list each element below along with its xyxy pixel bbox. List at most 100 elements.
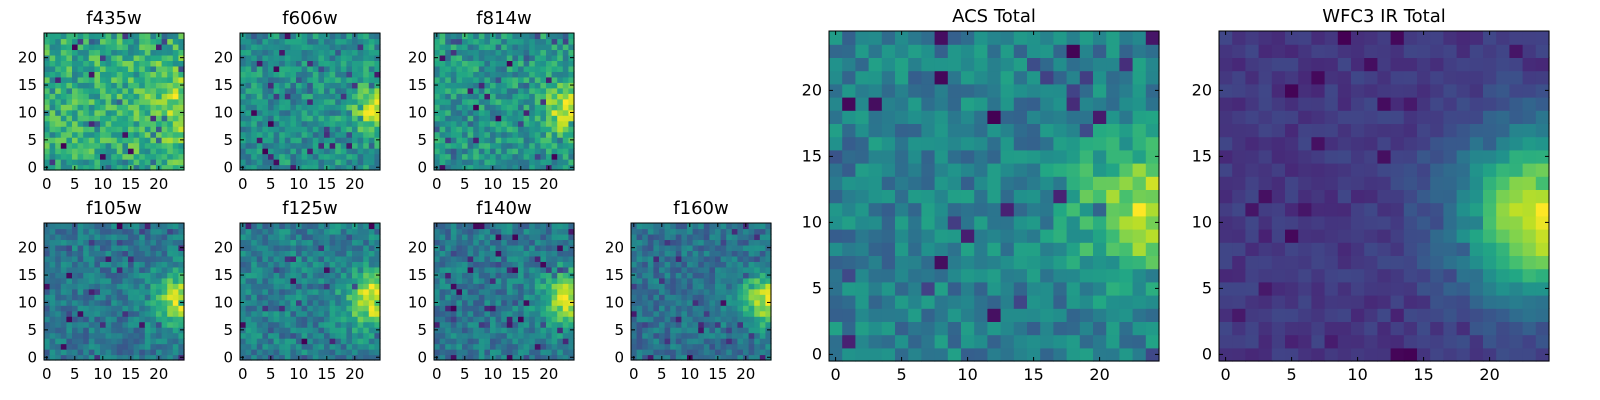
heatmap-cell [659, 277, 666, 284]
heatmap-cell [128, 244, 135, 251]
heatmap-cell [374, 65, 381, 72]
heatmap-cell [72, 327, 79, 334]
heatmap-cell [698, 316, 705, 323]
heatmap-cell [473, 49, 480, 56]
heatmap-cell [60, 272, 67, 279]
heatmap-cell [301, 327, 308, 334]
heatmap-cell [715, 343, 722, 350]
heatmap-cell [987, 347, 1002, 362]
heatmap-cell [144, 316, 151, 323]
heatmap-cell [245, 148, 252, 155]
heatmap-cell [144, 71, 151, 78]
heatmap-cell [122, 266, 129, 273]
heatmap-cell [72, 283, 79, 290]
heatmap-cell [473, 354, 480, 361]
heatmap-cell [759, 277, 766, 284]
heatmap-cell [434, 159, 441, 166]
heatmap-cell [987, 163, 1002, 177]
heatmap-cell [842, 215, 856, 230]
heatmap-cell [251, 310, 258, 317]
heatmap-cell [312, 153, 319, 160]
heatmap-cell [546, 148, 553, 155]
heatmap-cell [881, 163, 896, 177]
heatmap-cell [374, 126, 381, 133]
heatmap-cell [473, 33, 480, 40]
heatmap-cell [346, 148, 353, 155]
heatmap-cell [467, 148, 474, 155]
heatmap-cell [150, 65, 157, 72]
heatmap-cell [1066, 334, 1081, 349]
heatmap-cell [642, 294, 649, 301]
heatmap-cell [100, 233, 107, 241]
heatmap-cell [279, 288, 286, 295]
heatmap-cell [251, 115, 258, 122]
heatmap-cell [156, 109, 163, 116]
heatmap-cell [636, 321, 643, 328]
heatmap-cell [94, 131, 101, 138]
heatmap-cell [296, 87, 303, 94]
heatmap-cell [562, 244, 569, 251]
heatmap-cell [363, 321, 370, 328]
x-tick-label: 5 [460, 175, 470, 193]
heatmap-cell [357, 87, 364, 94]
heatmap-cell [490, 283, 497, 290]
heatmap-cell [161, 255, 168, 262]
heatmap-cell [88, 60, 95, 67]
heatmap-cell [374, 255, 381, 262]
heatmap-cell [523, 38, 530, 45]
heatmap-cell [1145, 334, 1160, 349]
heatmap-cell [698, 255, 705, 262]
heatmap-cell [1119, 295, 1134, 309]
heatmap-cell [268, 332, 275, 339]
heatmap-cell [44, 349, 51, 356]
heatmap-cell [501, 71, 508, 78]
heatmap-cell [111, 288, 118, 295]
heatmap-cell [72, 148, 79, 155]
heatmap-cell [352, 299, 359, 306]
heatmap-cell [144, 120, 151, 127]
heatmap-cell [312, 120, 319, 127]
heatmap-cell [251, 87, 258, 94]
heatmap-cell [144, 93, 151, 100]
heatmap-cell [534, 76, 541, 83]
heatmap-cell [262, 277, 269, 284]
heatmap-cell [245, 104, 252, 111]
heatmap-cell [307, 131, 314, 138]
heatmap-cell [178, 255, 185, 262]
heatmap-cell [100, 43, 107, 51]
heatmap-cell [262, 60, 269, 67]
heatmap-cell [715, 272, 722, 279]
heatmap-cell [490, 299, 497, 306]
heatmap-cell [290, 49, 297, 56]
heatmap-cell [675, 310, 682, 317]
heatmap-cell [631, 305, 638, 312]
heatmap-cell [534, 244, 541, 251]
heatmap-cell [434, 49, 441, 56]
heatmap-cell [60, 82, 67, 89]
heatmap-cell [551, 316, 558, 323]
heatmap-cell [273, 104, 280, 111]
heatmap-cell [439, 354, 446, 361]
heatmap-cell [172, 87, 179, 94]
heatmap-cell [490, 321, 497, 328]
heatmap-cell [167, 272, 174, 279]
heatmap-cell [512, 299, 519, 306]
heatmap-cell [439, 137, 446, 144]
heatmap-cell [842, 308, 856, 322]
heatmap-cell [473, 299, 480, 306]
heatmap-cell [273, 288, 280, 295]
heatmap-cell [335, 87, 342, 94]
heatmap-cell [268, 148, 275, 155]
heatmap-cell [262, 98, 269, 105]
heatmap-cell [116, 71, 123, 78]
heatmap-cell [55, 104, 62, 111]
heatmap-cell [44, 239, 51, 246]
heatmap-cell [512, 159, 519, 166]
heatmap-cell [240, 277, 247, 284]
heatmap-cell [122, 288, 129, 295]
heatmap-cell [301, 104, 308, 111]
heatmap-cell [748, 354, 755, 361]
heatmap-cell [251, 76, 258, 83]
heatmap-cell [501, 153, 508, 160]
heatmap-cell [450, 115, 457, 122]
